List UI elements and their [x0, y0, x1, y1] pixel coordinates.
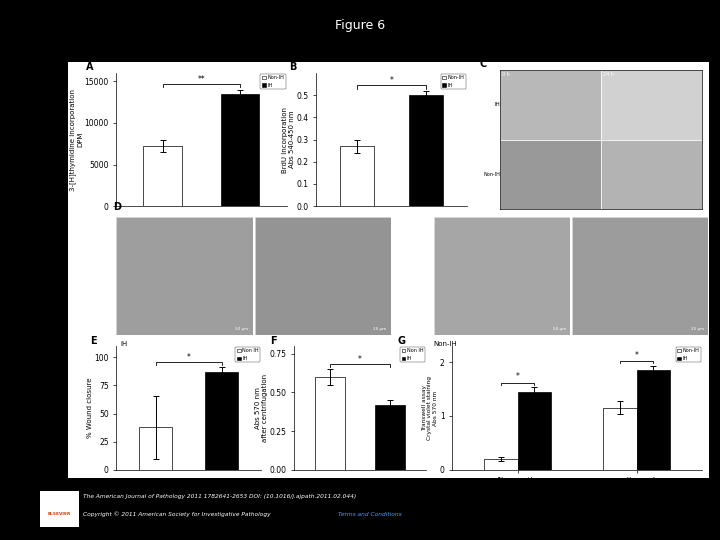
Text: **: **	[197, 75, 205, 84]
Bar	[140, 427, 172, 470]
Bar	[500, 139, 601, 209]
Text: *: *	[187, 353, 191, 362]
Bar	[518, 392, 551, 470]
Y-axis label: BrdU Incorporation
Abs 540-450 nm: BrdU Incorporation Abs 540-450 nm	[282, 106, 294, 173]
Bar	[636, 370, 670, 470]
Text: Terms and Conditions: Terms and Conditions	[338, 512, 402, 517]
Text: C: C	[480, 59, 487, 69]
Text: F: F	[270, 336, 276, 346]
Y-axis label: % Wound closure: % Wound closure	[87, 377, 93, 438]
Text: 24 h: 24 h	[603, 72, 614, 77]
Bar	[315, 377, 345, 470]
Bar	[601, 70, 702, 139]
Y-axis label: 3-[H]thymidine incorporation
DPM: 3-[H]thymidine incorporation DPM	[69, 89, 83, 191]
Text: The American Journal of Pathology 2011 1782641-2653 DOI: (10.1016/j.ajpath.2011.: The American Journal of Pathology 2011 1…	[83, 494, 356, 499]
Text: Figure 6: Figure 6	[335, 19, 385, 32]
Text: *: *	[358, 355, 361, 364]
Bar	[603, 408, 636, 470]
Legend: Non-IH, IH: Non-IH, IH	[261, 74, 286, 89]
Text: 0 h: 0 h	[502, 72, 510, 77]
Bar	[601, 139, 702, 209]
Legend: Non-IH, IH: Non-IH, IH	[441, 74, 466, 89]
Text: B: B	[289, 62, 296, 72]
Text: Copyright © 2011 American Society for Investigative Pathology: Copyright © 2011 American Society for In…	[83, 512, 272, 517]
Text: 25 µm: 25 µm	[690, 327, 704, 330]
Text: 50 µm: 50 µm	[552, 327, 566, 330]
Bar	[143, 146, 182, 206]
Bar	[500, 70, 601, 139]
Text: E: E	[90, 336, 97, 346]
Legend: Non IH, IH: Non IH, IH	[400, 347, 425, 362]
Bar	[221, 94, 259, 206]
Text: *: *	[390, 76, 393, 85]
Text: Non-IH: Non-IH	[433, 341, 457, 347]
Text: G: G	[397, 336, 405, 346]
Text: *: *	[634, 351, 639, 360]
Text: A: A	[86, 62, 93, 72]
Bar	[375, 405, 405, 470]
Bar	[340, 146, 374, 206]
Y-axis label: Abs 570 nm
after centrifugation: Abs 570 nm after centrifugation	[255, 374, 268, 442]
Text: IH: IH	[495, 103, 500, 107]
Bar	[205, 372, 238, 470]
Y-axis label: Transwell assay
Crystal violet staining
Abs 570 nm: Transwell assay Crystal violet staining …	[422, 376, 438, 440]
Bar	[485, 459, 518, 470]
Text: D: D	[113, 201, 121, 212]
Text: Non-IH: Non-IH	[483, 172, 500, 177]
Text: ELSEVIER: ELSEVIER	[48, 512, 71, 516]
Text: 25 µm: 25 µm	[374, 327, 387, 330]
Bar	[409, 95, 443, 206]
Text: 50 µm: 50 µm	[235, 327, 248, 330]
Text: *: *	[516, 372, 520, 381]
Text: IH: IH	[120, 341, 127, 347]
Legend: Non-IH, IH: Non-IH, IH	[676, 347, 701, 362]
Legend: Non IH, IH: Non IH, IH	[235, 347, 260, 362]
